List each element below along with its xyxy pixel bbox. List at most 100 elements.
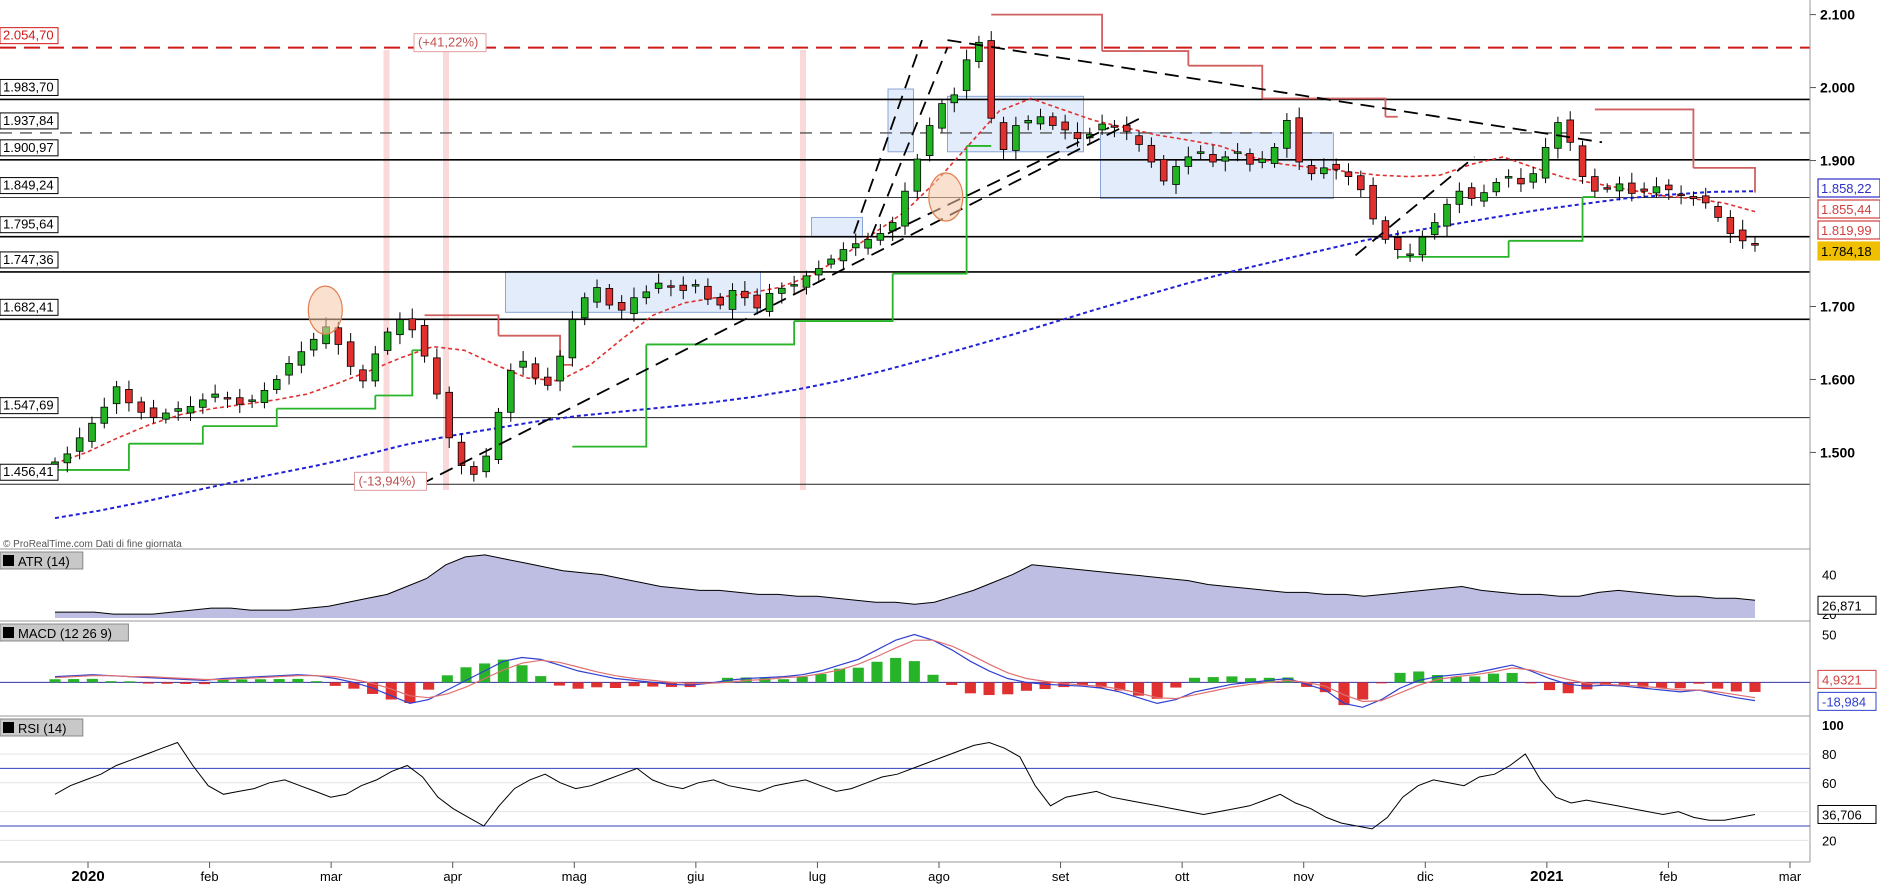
candle	[494, 407, 503, 464]
trendline	[853, 39, 923, 234]
time-tick-label: nov	[1293, 869, 1314, 884]
candle	[1418, 230, 1427, 262]
macd-histogram-bar	[254, 679, 267, 683]
supertrend-segment	[572, 344, 648, 448]
macd-histogram-bar	[1357, 682, 1369, 700]
price-tick-label: 1.600	[1820, 371, 1855, 387]
indicator-tick-label: 60	[1822, 776, 1836, 791]
macd-histogram-bar	[348, 682, 360, 689]
candle	[1689, 191, 1698, 206]
time-tick-label: giu	[687, 869, 704, 884]
candle	[1701, 187, 1710, 209]
candle	[1665, 179, 1673, 200]
time-tick-label: ago	[928, 869, 950, 884]
macd-histogram-bar	[535, 676, 547, 683]
macd-histogram-bar	[1132, 682, 1145, 696]
candle	[260, 382, 269, 409]
trendline	[870, 47, 949, 238]
macd-histogram-bar	[105, 681, 117, 683]
macd-histogram-bar	[1487, 673, 1500, 683]
atr-line	[55, 554, 1756, 615]
candle	[1246, 148, 1254, 172]
level-label-text: 1.795,64	[3, 217, 54, 232]
level-label: 1.747,36	[0, 251, 59, 269]
level-label: 1.547,69	[0, 397, 59, 415]
candle	[593, 279, 601, 308]
candle	[285, 356, 293, 385]
candle	[901, 182, 909, 235]
candle	[297, 341, 306, 374]
candle	[1566, 111, 1574, 152]
macd-histogram-bar	[591, 682, 603, 688]
supertrend-segment	[1397, 240, 1510, 258]
level-label-text: 1.983,70	[3, 79, 54, 94]
candle	[334, 321, 343, 355]
time-tick-label: 2020	[71, 868, 104, 885]
price-tag-text: 1.858,22	[1821, 181, 1872, 196]
candle	[654, 273, 663, 294]
candle	[482, 448, 490, 478]
candle	[1640, 182, 1648, 198]
candle	[470, 461, 478, 482]
candle	[1677, 185, 1685, 205]
indicator-value-label: -18,984	[1822, 694, 1866, 709]
candle	[445, 386, 453, 449]
supertrend-segment	[1508, 197, 1584, 242]
supertrend-segment	[1262, 97, 1387, 117]
level-label: 2.054,70	[0, 27, 59, 45]
level-label-text: 1.900,97	[3, 140, 54, 155]
highlight-circle	[307, 285, 343, 335]
price-tags: 1.858,22 1.855,44 1.819,99 1.784,18	[1817, 178, 1880, 261]
price-tag: 1.784,18	[1817, 241, 1880, 261]
candle	[1147, 137, 1156, 168]
macd-histogram-bar	[553, 682, 565, 686]
macd-histogram-bar	[142, 682, 154, 684]
time-tick-label: mar	[1779, 869, 1802, 884]
candle	[162, 408, 170, 424]
candle	[864, 232, 872, 255]
candle	[248, 394, 256, 409]
macd-histogram-bar	[1562, 682, 1574, 694]
macd-histogram-bar	[497, 659, 509, 683]
moving-average-200	[54, 190, 1756, 520]
macd-histogram-bar	[1076, 682, 1089, 686]
candle	[1591, 168, 1599, 198]
indicator-tick-label: 100	[1822, 718, 1844, 733]
candle	[457, 433, 466, 475]
candle	[223, 391, 232, 408]
supertrend-segment	[991, 13, 1103, 52]
macd-histogram-bar	[1637, 682, 1649, 688]
candle	[950, 87, 959, 113]
candle	[1504, 169, 1513, 188]
macd-histogram-bar	[68, 679, 80, 683]
candle	[790, 275, 798, 294]
macd-histogram-bar	[516, 665, 528, 683]
time-axis: 2020 feb mar apr mag giu lug ago set ott nov dic 202…	[0, 861, 1810, 885]
macd-histogram-bar	[292, 678, 304, 683]
macd-histogram-bar	[908, 661, 920, 683]
candle	[507, 363, 515, 422]
candle	[236, 388, 244, 414]
candle	[1270, 143, 1279, 168]
macd-histogram-bar	[1095, 682, 1107, 688]
consolidation-box	[811, 216, 863, 238]
candle	[100, 397, 109, 429]
percent-annotation: (-13,94%)	[354, 471, 427, 491]
candle	[1652, 177, 1661, 199]
macd-histogram-bar	[1450, 676, 1462, 683]
indicator-label: ATR (14)	[0, 551, 84, 570]
time-tick-label: lug	[809, 869, 826, 884]
main-price-panel: 2.054,70 1.983,70 1.937,84 1.900,97 1.849,24…	[0, 13, 1810, 520]
macd-histogram-bar	[1600, 682, 1612, 685]
candle	[1492, 178, 1501, 197]
moving-average-20	[54, 97, 1756, 465]
candle	[1184, 146, 1193, 175]
level-label-text: 1.456,41	[3, 464, 54, 479]
candle	[827, 254, 835, 269]
candle	[1738, 219, 1747, 249]
candle	[1603, 183, 1611, 193]
macd-histogram-bar	[479, 663, 491, 683]
candle	[149, 399, 158, 424]
candle	[1517, 168, 1525, 192]
macd-histogram-bar	[49, 679, 61, 683]
